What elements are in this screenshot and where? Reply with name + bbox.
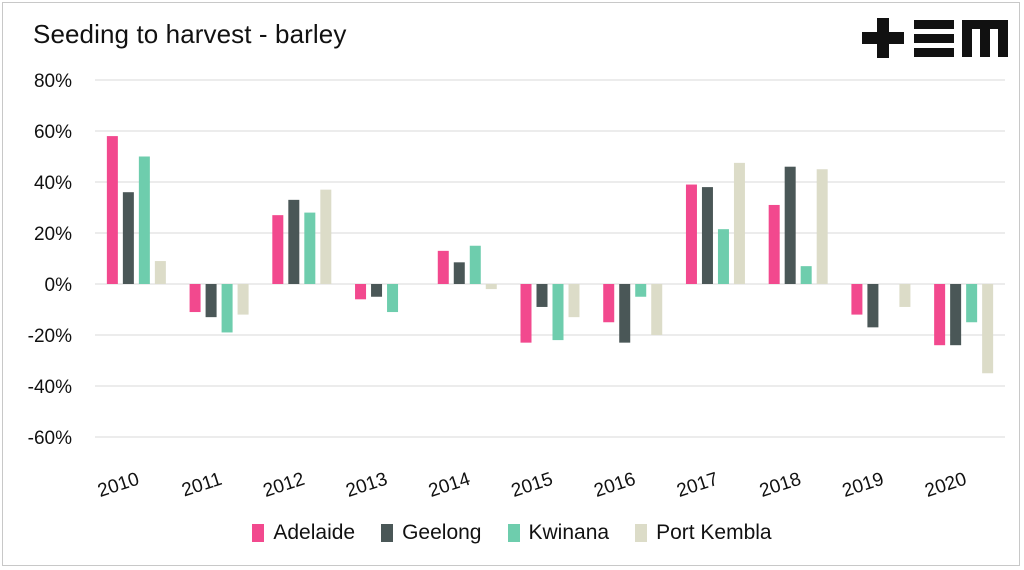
x-tick-label: 2020 (922, 469, 969, 502)
y-tick-label: 0% (45, 275, 73, 296)
bar-kwinana-2012 (304, 212, 316, 284)
legend-label: Geelong (402, 521, 482, 544)
legend-item: Kwinana (507, 521, 610, 545)
bar-adelaide-2017 (685, 184, 697, 284)
legend-swatch (381, 524, 394, 542)
bar-geelong-2019 (867, 284, 879, 328)
x-tick-label: 2016 (592, 469, 639, 502)
bar-port-kembla-2010 (154, 261, 166, 284)
bar-kwinana-2010 (138, 156, 150, 284)
legend: Adelaide Geelong Kwinana Port Kembla (0, 521, 1024, 545)
x-tick-label: 2018 (757, 469, 804, 502)
bar-port-kembla-2018 (816, 169, 828, 284)
y-tick-label: 20% (34, 224, 72, 245)
bar-port-kembla-2012 (320, 189, 332, 284)
bar-port-kembla-2015 (568, 284, 580, 318)
bar-kwinana-2013 (387, 284, 399, 313)
legend-item: Adelaide (252, 521, 355, 545)
x-tick-label: 2010 (95, 469, 142, 502)
legend-label: Port Kembla (656, 521, 772, 544)
legend-item: Geelong (381, 521, 482, 545)
x-tick-label: 2017 (674, 469, 721, 502)
bar-port-kembla-2017 (733, 162, 745, 284)
legend-item: Port Kembla (635, 521, 772, 545)
legend-label: Adelaide (273, 521, 356, 544)
bars (106, 136, 994, 374)
bar-kwinana-2020 (966, 284, 978, 323)
bar-port-kembla-2011 (237, 284, 249, 315)
legend-swatch (507, 524, 520, 542)
x-tick-label: 2015 (509, 469, 556, 502)
bar-geelong-2014 (453, 262, 465, 284)
x-tick-label: 2012 (261, 469, 308, 502)
brand-logo (862, 18, 1008, 58)
y-tick-label: 60% (34, 122, 72, 143)
bar-chart: -60%-40%-20%0%20%40%60%80% 2010 2011 2012 2… (28, 71, 1005, 502)
bar-kwinana-2018 (800, 266, 812, 284)
bar-adelaide-2014 (437, 250, 449, 284)
bar-port-kembla-2014 (485, 284, 497, 290)
y-tick-label: 40% (34, 173, 72, 194)
bar-geelong-2015 (536, 284, 548, 307)
bar-kwinana-2011 (221, 284, 233, 333)
chart-title: Seeding to harvest - barley (33, 19, 347, 49)
y-axis-ticks: -60% -40% -20% 0% 20% 40% 60% 80% (28, 71, 72, 449)
legend-label: Kwinana (528, 521, 610, 544)
bar-adelaide-2020 (934, 284, 946, 346)
bar-geelong-2016 (619, 284, 631, 343)
bar-adelaide-2019 (851, 284, 863, 315)
legend-swatch (635, 524, 648, 542)
bar-geelong-2013 (371, 284, 383, 297)
y-tick-label: -60% (28, 428, 72, 449)
y-tick-label: 80% (34, 71, 72, 92)
bar-geelong-2012 (288, 199, 300, 284)
y-tick-label: -40% (28, 377, 72, 398)
bar-adelaide-2011 (189, 284, 201, 313)
y-tick-label: -20% (28, 326, 72, 347)
x-tick-label: 2013 (343, 469, 390, 502)
x-tick-label: 2014 (426, 469, 473, 502)
bar-adelaide-2013 (355, 284, 367, 300)
bar-kwinana-2014 (469, 245, 481, 284)
legend-swatch (252, 524, 265, 542)
bar-adelaide-2018 (768, 204, 780, 284)
bar-port-kembla-2020 (982, 284, 994, 374)
bar-kwinana-2015 (552, 284, 564, 341)
x-axis-ticks: 2010 2011 2012 2013 2014 2015 2016 2017 2018 2019… (95, 469, 969, 502)
bar-geelong-2010 (122, 192, 134, 284)
bar-geelong-2020 (950, 284, 962, 346)
x-tick-label: 2011 (179, 469, 224, 502)
bar-adelaide-2016 (603, 284, 615, 323)
bar-geelong-2011 (205, 284, 217, 318)
gridlines (95, 79, 1005, 438)
bar-adelaide-2012 (272, 215, 284, 284)
bar-port-kembla-2019 (899, 284, 911, 307)
bar-geelong-2017 (701, 187, 713, 284)
bar-kwinana-2017 (717, 229, 729, 284)
bar-kwinana-2016 (635, 284, 647, 297)
bar-adelaide-2015 (520, 284, 532, 343)
bar-port-kembla-2016 (651, 284, 663, 335)
bar-geelong-2018 (784, 166, 796, 284)
x-tick-label: 2019 (840, 469, 887, 502)
bar-adelaide-2010 (106, 136, 118, 284)
